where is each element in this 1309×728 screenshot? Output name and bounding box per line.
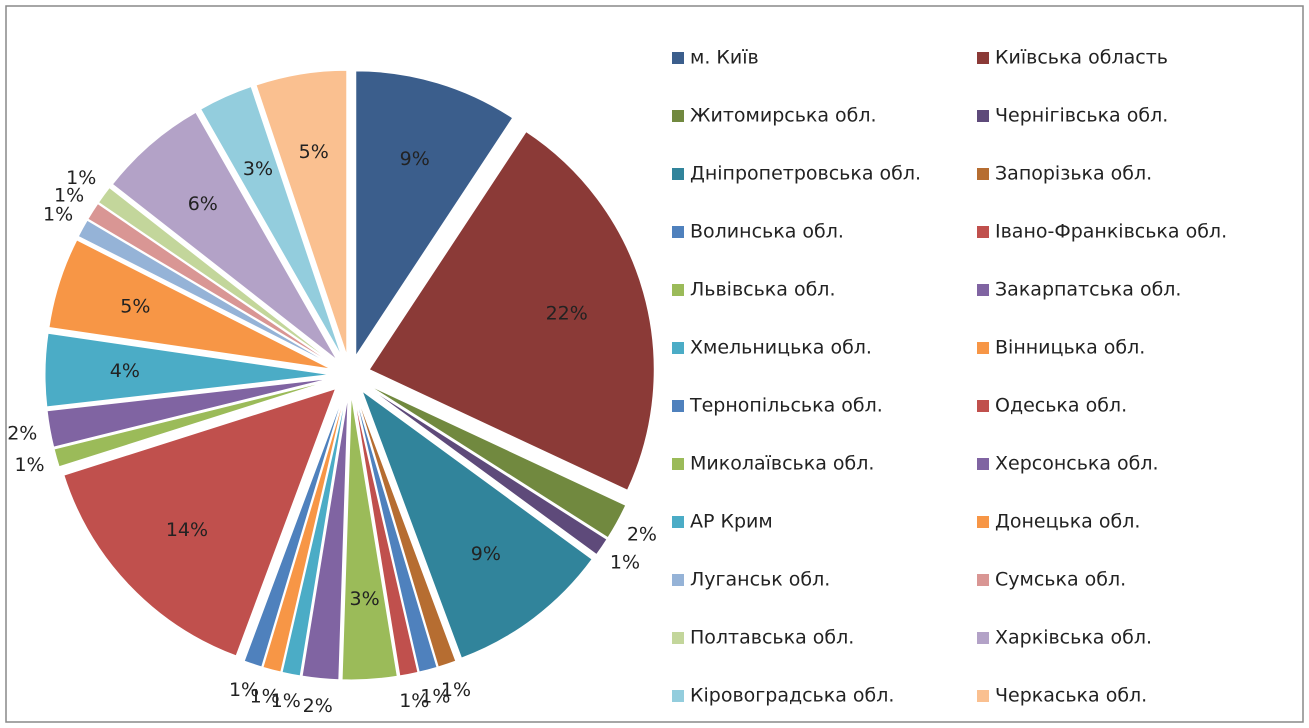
legend-swatch — [977, 226, 989, 238]
legend-label: Харківська обл. — [995, 627, 1152, 649]
data-label: 6% — [188, 193, 218, 215]
data-label: 1% — [250, 685, 280, 707]
data-label: 1% — [441, 679, 471, 701]
legend-swatch — [672, 458, 684, 470]
legend-swatch — [672, 342, 684, 354]
pie-slice — [367, 384, 627, 539]
data-label: 22% — [546, 302, 588, 324]
pie-slice — [255, 69, 348, 356]
data-label: 1% — [610, 551, 640, 573]
legend-label: Херсонська обл. — [995, 453, 1159, 475]
legend-label: Івано-Франківська обл. — [995, 221, 1227, 243]
pie-slice — [262, 394, 346, 673]
legend-swatch — [977, 52, 989, 64]
data-label: 1% — [54, 185, 84, 207]
data-label: 1% — [271, 690, 301, 712]
legend-swatch — [672, 574, 684, 586]
legend-label: Миколаївська обл. — [690, 453, 874, 475]
data-label: 1% — [14, 454, 44, 476]
pie-slice — [341, 394, 398, 681]
data-label: 2% — [7, 423, 37, 445]
legend-swatch — [977, 342, 989, 354]
legend-swatch — [977, 458, 989, 470]
pie-slice — [97, 186, 335, 364]
legend-swatch — [672, 516, 684, 528]
data-label: 3% — [243, 158, 273, 180]
legend-label: АР Крим — [690, 511, 773, 533]
legend-label: Луганськ обл. — [690, 569, 830, 591]
data-label: 5% — [120, 295, 150, 317]
legend-label: Черкаська обл. — [995, 685, 1147, 707]
legend-label: Сумська обл. — [995, 569, 1126, 591]
legend-swatch — [977, 690, 989, 702]
pie-slice — [301, 394, 349, 681]
legend-swatch — [672, 110, 684, 122]
pie-slice — [87, 202, 334, 365]
data-label: 9% — [471, 543, 501, 565]
legend-label: Одеська обл. — [995, 395, 1127, 417]
legend-swatch — [672, 690, 684, 702]
pie-slice — [111, 111, 338, 361]
data-label: 3% — [349, 588, 379, 610]
pie-slice — [361, 389, 593, 659]
data-label: 14% — [166, 519, 208, 541]
data-label: 9% — [400, 148, 430, 170]
data-label: 1% — [420, 685, 450, 707]
legend-label: Чернігівська обл. — [995, 105, 1168, 127]
pie-slice — [243, 393, 345, 668]
legend-swatch — [672, 284, 684, 296]
legend-swatch — [977, 168, 989, 180]
legend-swatch — [672, 52, 684, 64]
legend-label: Кіровоградська обл. — [690, 685, 894, 707]
data-label: 1% — [399, 690, 429, 712]
legend-label: Вінницька обл. — [995, 337, 1145, 359]
pie-slice — [46, 378, 331, 448]
legend-label: м. Київ — [690, 47, 759, 69]
legend-label: Дніпропетровська обл. — [690, 163, 921, 185]
legend-label: Закарпатська обл. — [995, 279, 1181, 301]
legend-label: Донецька обл. — [995, 511, 1140, 533]
pie-slice — [63, 388, 337, 657]
legend-label: Київська область — [995, 47, 1168, 69]
legend-swatch — [977, 284, 989, 296]
pie-slice — [53, 379, 331, 468]
pie-slice — [366, 385, 608, 556]
legend-swatch — [672, 168, 684, 180]
legend-label: Запорізька обл. — [995, 163, 1152, 185]
legend-label: Полтавська обл. — [690, 627, 854, 649]
legend-label: Львівська обл. — [690, 279, 836, 301]
pie-slice — [48, 239, 332, 370]
legend-label: Тернопільська обл. — [689, 395, 883, 417]
legend-swatch — [672, 632, 684, 644]
legend-swatch — [977, 574, 989, 586]
legend-label: Волинська обл. — [690, 221, 844, 243]
data-label: 1% — [229, 679, 259, 701]
legend-swatch — [672, 226, 684, 238]
legend-swatch — [977, 110, 989, 122]
pie-slice — [354, 394, 438, 673]
data-label: 1% — [66, 167, 96, 189]
data-label: 2% — [303, 695, 333, 717]
legend-label: Хмельницька обл. — [690, 337, 872, 359]
pie-slice — [199, 85, 343, 357]
legend-swatch — [977, 516, 989, 528]
pie-slice — [281, 394, 347, 677]
data-label: 4% — [110, 360, 140, 382]
data-label: 2% — [627, 524, 657, 546]
data-label: 5% — [299, 141, 329, 163]
legend-swatch — [672, 400, 684, 412]
legend-label: Житомирська обл. — [690, 105, 877, 127]
pie-slice — [355, 70, 514, 358]
data-label: 1% — [43, 203, 73, 225]
pie-slice — [44, 332, 331, 408]
pie-slice — [355, 393, 457, 668]
pie-slice — [77, 219, 333, 366]
pie-slice — [353, 394, 419, 677]
legend-swatch — [977, 632, 989, 644]
legend-swatch — [977, 400, 989, 412]
pie-slice — [368, 130, 655, 491]
